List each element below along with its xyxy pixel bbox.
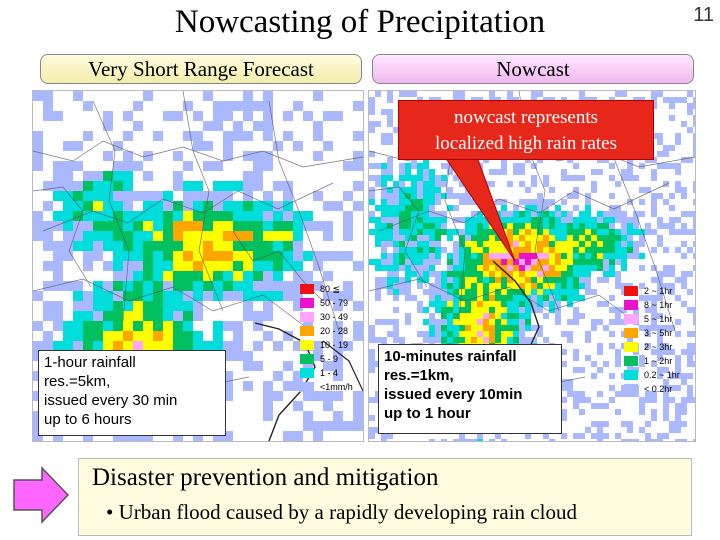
legend-swatch xyxy=(300,312,314,322)
nowcast-label: Nowcast xyxy=(372,54,694,84)
info-line: res.=5km, xyxy=(44,373,111,390)
legend-left-item: 50 - 79 xyxy=(300,298,348,309)
legend-right-item: < 0.2hr xyxy=(624,384,672,395)
nowcast-info-box: 10-minutes rainfall res.=1km, issued eve… xyxy=(378,344,562,434)
legend-label: 0.2 ~ 1hr xyxy=(644,370,680,380)
legend-right-item: 3 ~ 5hr xyxy=(624,328,672,339)
legend-swatch xyxy=(624,314,638,324)
info-line: up to 1 hour xyxy=(384,405,471,422)
callout-line: localized high rain rates xyxy=(434,133,617,154)
arrow-right-icon xyxy=(13,466,70,524)
legend-swatch xyxy=(300,326,314,336)
legend-left-item: 80 ≦ xyxy=(300,284,340,295)
legend-label: 8 ~ 1hr xyxy=(644,300,673,310)
legend-label: 2 ~ 1hr xyxy=(644,286,673,296)
legend-label: <1mm/h xyxy=(320,382,353,392)
info-line: 10-minutes rainfall xyxy=(384,348,517,365)
legend-left-item: 1 - 4 xyxy=(300,368,338,379)
legend-label: 30 - 49 xyxy=(320,312,349,322)
legend-swatch xyxy=(624,384,638,394)
legend-swatch xyxy=(624,328,638,338)
legend-right-item: 2 ~ 3hr xyxy=(624,342,672,353)
legend-label: 5 ~ 1hr xyxy=(644,314,673,324)
legend-swatch xyxy=(300,340,314,350)
legend-left-item: 20 - 28 xyxy=(300,326,348,337)
legend-left-item: 10 - 19 xyxy=(300,340,348,351)
disaster-prevention-box xyxy=(78,458,692,536)
callout-line: nowcast represents xyxy=(453,107,599,128)
legend-right-item: 5 ~ 1hr xyxy=(624,314,672,325)
legend-label: 50 - 79 xyxy=(320,298,349,308)
legend-swatch xyxy=(624,342,638,352)
legend-label: 1 - 4 xyxy=(320,368,339,378)
legend-swatch xyxy=(624,370,638,380)
legend-right-item: 0.2 ~ 1hr xyxy=(624,370,680,381)
legend-swatch xyxy=(300,298,314,308)
legend-swatch xyxy=(300,382,314,392)
legend-label: < 0.2hr xyxy=(644,384,673,394)
legend-label: 3 ~ 5hr xyxy=(644,328,673,338)
legend-swatch xyxy=(300,368,314,378)
legend-right-item: 1 ~ 2hr xyxy=(624,356,672,367)
info-line: issued every 10min xyxy=(384,386,523,403)
legend-swatch xyxy=(300,284,314,294)
info-line: 1-hour rainfall xyxy=(44,354,136,371)
info-line: res.=1km, xyxy=(384,367,454,384)
nowcast-callout: nowcast represents localized high rain r… xyxy=(398,100,654,160)
legend-left-item: 5 - 9 xyxy=(300,354,338,365)
legend-swatch xyxy=(624,286,638,296)
legend-swatch xyxy=(300,354,314,364)
disaster-prevention-bullet: • Urban flood caused by a rapidly develo… xyxy=(106,500,577,524)
page-number: 11 xyxy=(693,4,714,26)
forecast-info-box: 1-hour rainfall res.=5km, issued every 3… xyxy=(38,350,226,436)
legend-label: 80 ≦ xyxy=(320,284,341,294)
legend-swatch xyxy=(624,300,638,310)
legend-label: 2 ~ 3hr xyxy=(644,342,673,352)
legend-left-item: 30 - 49 xyxy=(300,312,348,323)
forecast-map xyxy=(32,90,364,442)
legend-left-item: <1mm/h xyxy=(300,382,353,393)
legend-swatch xyxy=(624,356,638,366)
page-title: Nowcasting of Precipitation xyxy=(174,4,546,40)
very-short-range-forecast-label: Very Short Range Forecast xyxy=(40,54,362,84)
info-line: up to 6 hours xyxy=(44,411,132,428)
legend-label: 5 - 9 xyxy=(320,354,339,364)
disaster-prevention-title: Disaster prevention and mitigation xyxy=(92,464,439,491)
legend-right-item: 2 ~ 1hr xyxy=(624,286,672,297)
info-line: issued every 30 min xyxy=(44,392,178,409)
legend-label: 10 - 19 xyxy=(320,340,349,350)
legend-label: 20 - 28 xyxy=(320,326,349,336)
legend-label: 1 ~ 2hr xyxy=(644,356,673,366)
legend-right-item: 8 ~ 1hr xyxy=(624,300,672,311)
